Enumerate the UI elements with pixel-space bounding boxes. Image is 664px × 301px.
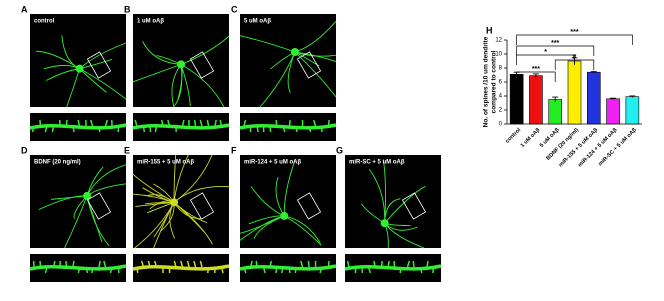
spine <box>137 267 138 273</box>
significance-label: # <box>573 54 577 61</box>
panel-label: 5 uM oAβ <box>244 19 271 25</box>
soma <box>177 60 185 68</box>
panel-letter: F <box>231 145 237 155</box>
panel-label: 1 uM oAβ <box>137 19 164 25</box>
spine <box>78 267 79 273</box>
micrograph <box>133 155 229 248</box>
bar <box>626 97 639 124</box>
significance-label: *** <box>570 29 578 36</box>
spine <box>296 126 297 132</box>
spine <box>295 267 296 273</box>
micrograph <box>240 14 336 107</box>
micrograph <box>30 155 126 248</box>
spine <box>207 120 208 126</box>
spine <box>40 120 41 126</box>
y-tick-label: 4 <box>499 94 503 100</box>
y-tick-label: 8 <box>499 66 503 72</box>
micrograph <box>30 14 126 107</box>
soma <box>170 198 178 206</box>
y-tick-label: 12 <box>495 38 502 44</box>
significance-bracket <box>517 46 594 56</box>
y-tick-label: 0 <box>499 122 503 128</box>
spine <box>208 267 209 273</box>
y-tick-label: 2 <box>499 108 503 114</box>
spine <box>374 261 375 267</box>
panel-letter: G <box>336 145 343 155</box>
spine <box>382 261 383 267</box>
spine <box>433 267 434 273</box>
panel-letter: E <box>124 145 130 155</box>
x-tick-label: control <box>505 127 523 145</box>
spine <box>427 261 428 267</box>
spine <box>270 126 271 132</box>
micrograph <box>240 155 336 248</box>
x-tick-label: miR-SC + 5 uM oAβ <box>598 127 639 168</box>
spine <box>155 126 156 132</box>
spine <box>144 126 145 132</box>
soma <box>280 212 288 220</box>
spine <box>195 120 196 126</box>
significance-label: * <box>544 49 547 56</box>
y-tick-label: 6 <box>499 80 503 86</box>
chart-title: H <box>486 25 493 35</box>
panel-label: miR-124 + 5 uM oAβ <box>244 160 302 166</box>
spine <box>73 126 74 132</box>
panel-label: miR-155 + 5 uM oAβ <box>137 160 195 166</box>
spine <box>256 261 257 267</box>
significance-label: *** <box>551 40 559 47</box>
panel-letter: B <box>124 4 131 14</box>
spine <box>150 126 151 132</box>
soma <box>381 219 389 227</box>
spine <box>290 120 291 126</box>
panel-letter: C <box>231 4 238 14</box>
panel-label: control <box>34 19 55 25</box>
y-axis-label: No. of spines /10 um dendrite <box>483 36 490 127</box>
panel-letter: D <box>21 145 28 155</box>
soma <box>76 65 84 73</box>
spine <box>329 120 330 126</box>
bar <box>549 100 562 125</box>
spine <box>66 261 67 267</box>
significance-label: *** <box>532 66 540 73</box>
panel-label: BDNF (20 ng/ml) <box>34 160 81 166</box>
spine <box>400 267 401 273</box>
panel-label: miR-SC + 5 uM oAβ <box>349 160 405 166</box>
significance-bracket <box>517 35 633 45</box>
spine <box>413 261 414 267</box>
bar <box>529 76 542 124</box>
bar <box>568 61 581 124</box>
panel-letter: A <box>21 4 28 14</box>
spine <box>99 126 100 132</box>
spine <box>52 126 53 132</box>
soma <box>291 48 299 56</box>
spine <box>73 261 74 267</box>
y-axis-label: compared to control <box>491 50 498 113</box>
bar <box>587 72 600 124</box>
bar <box>607 99 620 124</box>
